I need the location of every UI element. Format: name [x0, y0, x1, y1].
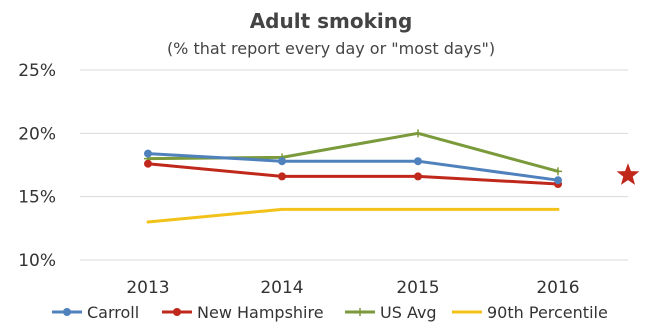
data-point-new-hampshire [414, 172, 422, 181]
series-line-us-avg [146, 131, 560, 173]
y-tick-label: 25% [18, 61, 56, 81]
series-line-new-hampshire [146, 162, 560, 186]
x-tick-label: 2013 [126, 278, 169, 298]
data-point-carroll [554, 176, 562, 185]
series-line-carroll [146, 152, 560, 182]
legend-marker-new-hampshire [173, 308, 181, 316]
data-point-new-hampshire [278, 172, 286, 181]
x-axis: 2013 2014 2015 2016 [126, 278, 579, 298]
chart-subtitle: (% that report every day or "most days") [167, 39, 495, 58]
series-line-90th-percentile [146, 207, 560, 224]
legend-marker-us-avg [356, 308, 364, 316]
data-point-us-avg [554, 167, 562, 176]
legend-label-us-avg: US Avg [380, 303, 437, 322]
series-group [144, 129, 562, 224]
grid-lines [80, 69, 628, 261]
data-point-us-avg [414, 129, 422, 138]
x-tick-label: 2016 [536, 278, 579, 298]
data-point-carroll [144, 149, 152, 158]
annotations [616, 163, 640, 185]
legend-label-new-hampshire: New Hampshire [197, 303, 324, 322]
data-point-carroll [278, 157, 286, 166]
y-tick-label: 10% [18, 251, 56, 271]
data-point-new-hampshire [144, 159, 152, 168]
legend-label-90th-percentile: 90th Percentile [487, 303, 608, 322]
legend-marker-carroll [63, 308, 71, 316]
x-tick-label: 2014 [260, 278, 303, 298]
y-axis: 10% 15% 20% 25% [18, 61, 56, 271]
star-icon [616, 163, 640, 185]
x-tick-label: 2015 [396, 278, 439, 298]
y-tick-label: 20% [18, 124, 56, 144]
chart-title: Adult smoking [250, 9, 413, 33]
legend: Carroll New Hampshire US Avg 90th Percentil… [52, 303, 608, 322]
data-point-carroll [414, 157, 422, 166]
legend-label-carroll: Carroll [87, 303, 139, 322]
y-tick-label: 15% [18, 188, 56, 208]
